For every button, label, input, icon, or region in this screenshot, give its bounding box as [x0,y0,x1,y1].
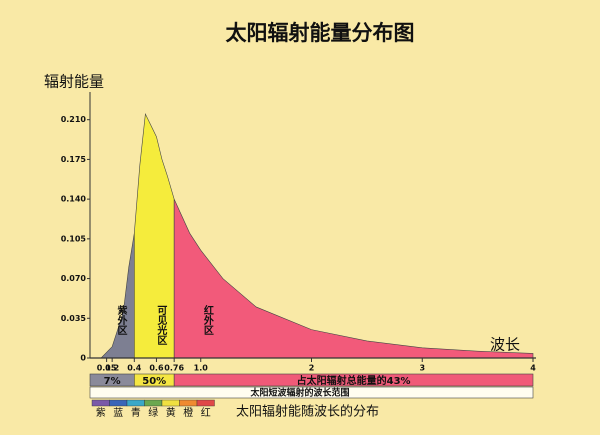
share-band [173,373,534,387]
region-area [173,199,534,359]
y-tick-label: 0.175 [61,155,87,164]
y-tick-label: 0 [80,354,86,363]
share-label: 占太阳辐射总能量的43% [297,374,411,387]
region-label: 紫外区 [115,304,128,335]
x-tick-label: 1.0 [194,364,209,373]
short-wave-label: 太阳短波辐射的波长范围 [249,387,349,399]
y-tick-label: 0.105 [61,234,87,243]
spectrum-label: 橙 [183,406,193,419]
y-axis-label: 辐射能量 [44,73,104,91]
x-tick-label: 2 [309,364,315,373]
region-label: 红外区 [201,304,214,335]
y-tick-label: 0.210 [61,115,87,124]
spectrum-swatch [161,399,180,407]
share-label: 50% [142,376,166,387]
caption: 太阳辐射能随波长的分布 [236,404,379,420]
spectrum-label: 绿 [148,406,158,419]
x-tick-label: 4 [530,364,536,373]
x-tick-label: 0.6 [149,364,164,373]
y-tick-label: 0.070 [61,274,87,283]
share-label: 7% [104,376,121,387]
x-axis-label: 波长 [490,336,520,354]
spectrum-swatch [179,399,198,407]
spectrum-swatch [196,399,215,407]
spectrum-swatch [144,399,163,407]
x-tick-label: 0.15 [97,364,117,373]
x-tick-label: 0.2 [105,364,119,373]
spectrum-label: 蓝 [113,407,123,419]
spectrum-label: 青 [131,406,141,419]
spectrum-label: 黄 [166,406,176,419]
chart-title: 太阳辐射能量分布图 [226,21,415,45]
spectrum-label: 紫 [96,407,106,419]
short-wave-band [89,386,534,399]
y-tick-label: 0.140 [61,195,87,204]
spectrum-swatch [126,399,145,407]
x-tick-label: 3 [419,364,425,373]
region-label: 可见光区 [155,305,168,345]
spectrum-label: 红 [201,406,211,419]
spectrum-swatch [109,399,128,407]
x-tick-label: 0.4 [127,364,142,373]
x-tick-label: 0.76 [164,364,184,373]
y-tick-label: 0.035 [61,314,87,323]
spectrum-swatch [91,399,110,407]
